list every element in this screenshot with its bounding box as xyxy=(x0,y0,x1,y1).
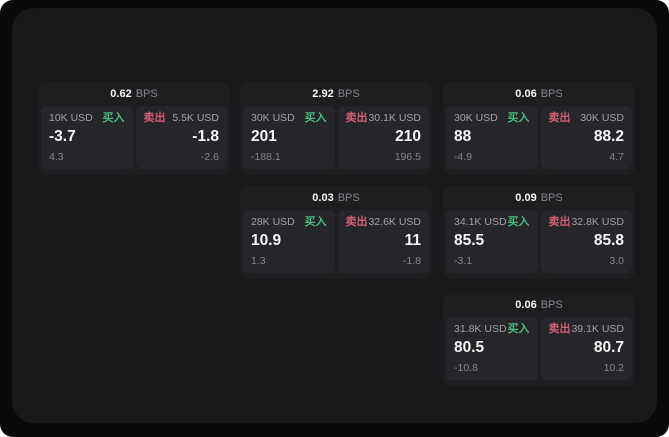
buy-delta: -188.1 xyxy=(251,151,281,163)
card-body: 34.1K USD 买入 85.5 -3.1 卖出 32.8K USD 85.8… xyxy=(443,210,635,276)
buy-amount: 28K USD xyxy=(251,216,295,228)
sell-side-label: 卖出 xyxy=(548,216,571,228)
quote-card-1: 0.62 BPS 10K USD 买入 -3.7 4.3 卖出 5.5K USD… xyxy=(38,82,230,175)
buy-price: 85.5 xyxy=(454,232,485,249)
sell-panel[interactable]: 卖出 30.1K USD 210 196.5 xyxy=(337,106,429,169)
sell-price: 11 xyxy=(404,232,421,249)
card-body: 30K USD 买入 201 -188.1 卖出 30.1K USD 210 1… xyxy=(240,106,432,172)
quote-card-5: 0.09 BPS 34.1K USD 买入 85.5 -3.1 卖出 32.8K… xyxy=(443,186,635,279)
bps-unit-label: BPS xyxy=(540,299,563,311)
buy-delta: -3.1 xyxy=(454,255,473,267)
buy-amount: 34.1K USD xyxy=(454,216,507,228)
bps-unit-label: BPS xyxy=(540,88,563,100)
sell-amount: 5.5K USD xyxy=(172,112,219,124)
sell-amount: 32.8K USD xyxy=(571,216,624,228)
quote-card-6: 0.06 BPS 31.8K USD 买入 80.5 -10.8 卖出 39.1… xyxy=(443,293,635,386)
buy-panel[interactable]: 10K USD 买入 -3.7 4.3 xyxy=(41,106,133,169)
bps-value: 0.06 xyxy=(515,299,537,311)
bps-unit-label: BPS xyxy=(337,192,360,204)
bps-unit-label: BPS xyxy=(540,192,563,204)
sell-delta: 4.7 xyxy=(609,151,624,163)
sell-amount: 30.1K USD xyxy=(368,112,421,124)
buy-panel[interactable]: 30K USD 买入 88 -4.9 xyxy=(446,106,538,169)
buy-amount: 30K USD xyxy=(251,112,295,124)
bps-unit-label: BPS xyxy=(337,88,360,100)
sell-delta: 196.5 xyxy=(394,151,421,163)
buy-side-label: 买入 xyxy=(507,323,530,335)
buy-panel[interactable]: 31.8K USD 买入 80.5 -10.8 xyxy=(446,317,538,380)
buy-delta: 4.3 xyxy=(49,151,64,163)
buy-delta: -4.9 xyxy=(454,151,473,163)
sell-delta: 10.2 xyxy=(603,362,624,374)
sell-panel[interactable]: 卖出 32.6K USD 11 -1.8 xyxy=(337,210,429,273)
sell-side-label: 卖出 xyxy=(548,112,571,124)
buy-delta: 1.3 xyxy=(251,255,266,267)
sell-panel[interactable]: 卖出 5.5K USD -1.8 -2.6 xyxy=(135,106,227,169)
quote-card-3: 0.06 BPS 30K USD 买入 88 -4.9 卖出 30K USD 8… xyxy=(443,82,635,175)
buy-side-label: 买入 xyxy=(507,216,530,228)
buy-price: -3.7 xyxy=(49,128,76,145)
quote-card-4: 0.03 BPS 28K USD 买入 10.9 1.3 卖出 32.6K US… xyxy=(240,186,432,279)
sell-delta: 3.0 xyxy=(609,255,624,267)
sell-price: 88.2 xyxy=(593,128,624,145)
sell-amount: 39.1K USD xyxy=(571,323,624,335)
bps-value: 2.92 xyxy=(312,88,334,100)
buy-price: 88 xyxy=(454,128,472,145)
sell-price: -1.8 xyxy=(192,128,219,145)
bps-unit-label: BPS xyxy=(135,88,158,100)
buy-amount: 10K USD xyxy=(49,112,93,124)
sell-side-label: 卖出 xyxy=(548,323,571,335)
card-body: 28K USD 买入 10.9 1.3 卖出 32.6K USD 11 -1.8 xyxy=(240,210,432,276)
buy-side-label: 买入 xyxy=(304,216,327,228)
buy-side-label: 买入 xyxy=(102,112,125,124)
buy-price: 80.5 xyxy=(454,339,485,356)
buy-delta: -10.8 xyxy=(454,362,478,374)
sell-panel[interactable]: 卖出 30K USD 88.2 4.7 xyxy=(540,106,632,169)
card-header: 0.06 BPS xyxy=(443,293,635,317)
buy-panel[interactable]: 28K USD 买入 10.9 1.3 xyxy=(243,210,335,273)
buy-panel[interactable]: 30K USD 买入 201 -188.1 xyxy=(243,106,335,169)
buy-side-label: 买入 xyxy=(507,112,530,124)
card-header: 2.92 BPS xyxy=(240,82,432,106)
card-body: 31.8K USD 买入 80.5 -10.8 卖出 39.1K USD 80.… xyxy=(443,317,635,383)
bps-value: 0.06 xyxy=(515,88,537,100)
buy-amount: 30K USD xyxy=(454,112,498,124)
sell-price: 80.7 xyxy=(593,339,624,356)
sell-delta: -1.8 xyxy=(402,255,421,267)
sell-side-label: 卖出 xyxy=(345,112,368,124)
bps-value: 0.09 xyxy=(515,192,537,204)
card-body: 10K USD 买入 -3.7 4.3 卖出 5.5K USD -1.8 -2.… xyxy=(38,106,230,172)
sell-side-label: 卖出 xyxy=(143,112,166,124)
sell-panel[interactable]: 卖出 39.1K USD 80.7 10.2 xyxy=(540,317,632,380)
card-header: 0.62 BPS xyxy=(38,82,230,106)
buy-panel[interactable]: 34.1K USD 买入 85.5 -3.1 xyxy=(446,210,538,273)
sell-side-label: 卖出 xyxy=(345,216,368,228)
buy-amount: 31.8K USD xyxy=(454,323,507,335)
sell-price: 85.8 xyxy=(593,232,624,249)
bps-value: 0.62 xyxy=(110,88,132,100)
sell-price: 210 xyxy=(395,128,421,145)
card-header: 0.09 BPS xyxy=(443,186,635,210)
bps-value: 0.03 xyxy=(312,192,334,204)
sell-amount: 32.6K USD xyxy=(368,216,421,228)
sell-panel[interactable]: 卖出 32.8K USD 85.8 3.0 xyxy=(540,210,632,273)
buy-side-label: 买入 xyxy=(304,112,327,124)
buy-price: 201 xyxy=(251,128,277,145)
card-header: 0.06 BPS xyxy=(443,82,635,106)
card-header: 0.03 BPS xyxy=(240,186,432,210)
card-body: 30K USD 买入 88 -4.9 卖出 30K USD 88.2 4.7 xyxy=(443,106,635,172)
quote-card-2: 2.92 BPS 30K USD 买入 201 -188.1 卖出 30.1K … xyxy=(240,82,432,175)
sell-delta: -2.6 xyxy=(200,151,219,163)
buy-price: 10.9 xyxy=(251,232,282,249)
sell-amount: 30K USD xyxy=(580,112,624,124)
